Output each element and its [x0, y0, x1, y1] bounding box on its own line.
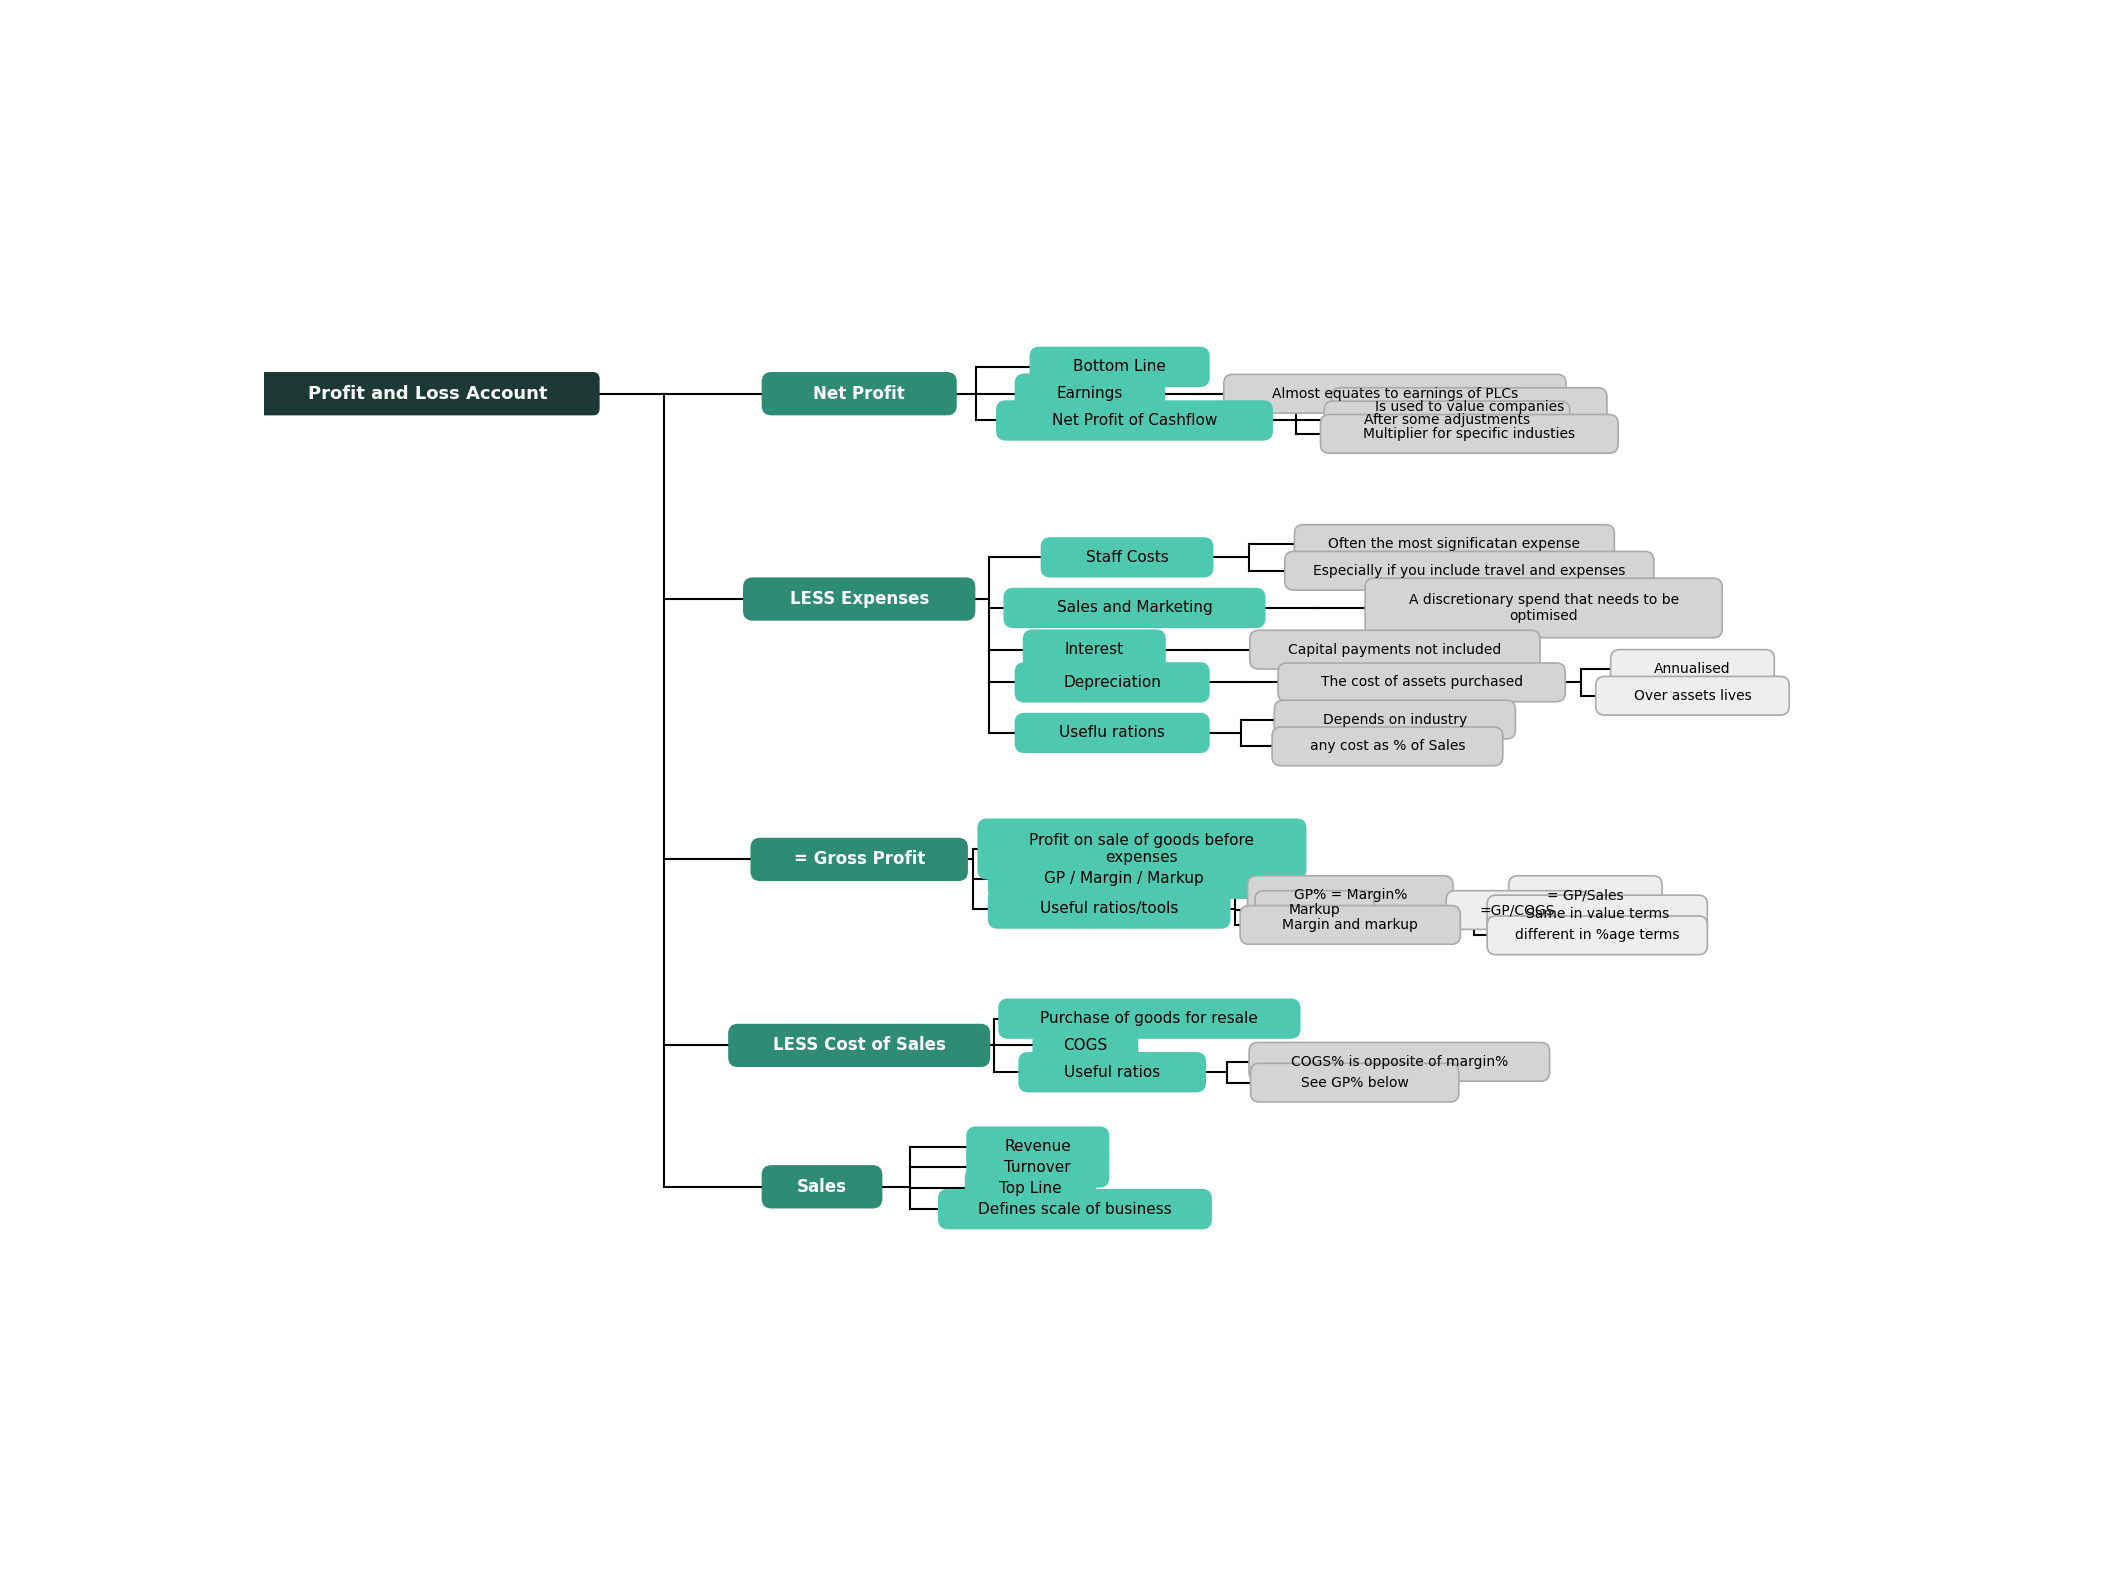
FancyBboxPatch shape — [1024, 630, 1166, 668]
FancyBboxPatch shape — [1271, 727, 1504, 765]
FancyBboxPatch shape — [965, 1169, 1094, 1207]
Text: Turnover: Turnover — [1005, 1159, 1071, 1175]
FancyBboxPatch shape — [1248, 1042, 1550, 1082]
FancyBboxPatch shape — [967, 1128, 1109, 1166]
FancyBboxPatch shape — [1284, 551, 1654, 591]
Text: See GP% below: See GP% below — [1301, 1076, 1409, 1090]
Text: LESS Expenses: LESS Expenses — [790, 589, 929, 608]
FancyBboxPatch shape — [752, 838, 967, 881]
FancyBboxPatch shape — [1278, 664, 1565, 702]
FancyBboxPatch shape — [988, 860, 1259, 898]
Text: Often the most significatan expense: Often the most significatan expense — [1328, 537, 1580, 551]
FancyBboxPatch shape — [1223, 374, 1565, 413]
FancyBboxPatch shape — [997, 401, 1271, 440]
Text: Net Profit: Net Profit — [813, 385, 906, 402]
Text: Same in value terms: Same in value terms — [1525, 908, 1668, 922]
FancyBboxPatch shape — [1031, 347, 1208, 386]
FancyBboxPatch shape — [1324, 401, 1569, 440]
Text: Profit on sale of goods before
expenses: Profit on sale of goods before expenses — [1029, 833, 1255, 865]
Text: Sales: Sales — [796, 1178, 847, 1196]
FancyBboxPatch shape — [1016, 714, 1208, 752]
Text: Top Line: Top Line — [999, 1180, 1062, 1196]
FancyBboxPatch shape — [729, 1025, 988, 1066]
FancyBboxPatch shape — [1447, 890, 1588, 930]
Text: Bottom Line: Bottom Line — [1073, 360, 1166, 374]
Text: Capital payments not included: Capital payments not included — [1288, 643, 1502, 657]
FancyBboxPatch shape — [1597, 676, 1789, 714]
Text: =GP/COGS: =GP/COGS — [1478, 903, 1554, 917]
FancyBboxPatch shape — [1487, 916, 1706, 955]
FancyBboxPatch shape — [1005, 589, 1265, 627]
FancyBboxPatch shape — [988, 889, 1229, 928]
FancyBboxPatch shape — [1016, 664, 1208, 702]
FancyBboxPatch shape — [743, 578, 974, 619]
Text: COGS: COGS — [1062, 1038, 1107, 1053]
FancyBboxPatch shape — [1274, 700, 1516, 738]
Text: Interest: Interest — [1064, 642, 1124, 657]
Text: Depreciation: Depreciation — [1062, 675, 1162, 691]
FancyBboxPatch shape — [1611, 649, 1774, 689]
Text: GP / Margin / Markup: GP / Margin / Markup — [1043, 871, 1204, 887]
Text: GP% = Margin%: GP% = Margin% — [1293, 889, 1407, 903]
FancyBboxPatch shape — [1248, 876, 1453, 914]
Text: LESS Cost of Sales: LESS Cost of Sales — [773, 1036, 946, 1055]
Text: Revenue: Revenue — [1005, 1139, 1071, 1155]
Text: Net Profit of Cashflow: Net Profit of Cashflow — [1052, 413, 1217, 428]
Text: Defines scale of business: Defines scale of business — [978, 1202, 1172, 1217]
Text: Purchase of goods for resale: Purchase of goods for resale — [1041, 1011, 1259, 1026]
Text: A discretionary spend that needs to be
optimised: A discretionary spend that needs to be o… — [1409, 592, 1679, 623]
Text: Useful ratios/tools: Useful ratios/tools — [1039, 901, 1178, 916]
FancyBboxPatch shape — [1020, 1053, 1206, 1091]
FancyBboxPatch shape — [1041, 539, 1212, 577]
Text: = Gross Profit: = Gross Profit — [794, 851, 925, 868]
Text: Almost equates to earnings of PLCs: Almost equates to earnings of PLCs — [1271, 386, 1519, 401]
Text: Especially if you include travel and expenses: Especially if you include travel and exp… — [1314, 564, 1626, 578]
Text: Margin and markup: Margin and markup — [1282, 917, 1417, 931]
Text: Sales and Marketing: Sales and Marketing — [1056, 600, 1212, 616]
FancyBboxPatch shape — [1255, 890, 1375, 930]
Text: = GP/Sales: = GP/Sales — [1546, 889, 1624, 903]
Text: Over assets lives: Over assets lives — [1633, 689, 1751, 703]
Text: Depends on industry: Depends on industry — [1322, 713, 1468, 727]
FancyBboxPatch shape — [1250, 630, 1540, 668]
FancyBboxPatch shape — [762, 1166, 881, 1207]
Text: Annualised: Annualised — [1654, 662, 1732, 676]
Text: any cost as % of Sales: any cost as % of Sales — [1309, 740, 1466, 754]
FancyBboxPatch shape — [967, 1148, 1109, 1186]
FancyBboxPatch shape — [762, 372, 957, 415]
Text: different in %age terms: different in %age terms — [1514, 928, 1679, 942]
Text: Staff Costs: Staff Costs — [1086, 550, 1168, 565]
FancyBboxPatch shape — [1364, 578, 1721, 638]
Text: The cost of assets purchased: The cost of assets purchased — [1320, 675, 1523, 689]
Text: COGS% is opposite of margin%: COGS% is opposite of margin% — [1290, 1055, 1508, 1069]
Text: Useful ratios: Useful ratios — [1064, 1064, 1159, 1080]
Text: After some adjustments: After some adjustments — [1364, 413, 1529, 428]
FancyBboxPatch shape — [1016, 374, 1164, 413]
Text: Markup: Markup — [1288, 903, 1341, 917]
FancyBboxPatch shape — [256, 372, 600, 415]
Text: Useflu rations: Useflu rations — [1060, 725, 1166, 740]
FancyBboxPatch shape — [1295, 524, 1614, 564]
Text: Is used to value companies: Is used to value companies — [1375, 401, 1563, 413]
FancyBboxPatch shape — [1508, 876, 1662, 914]
Text: Multiplier for specific industies: Multiplier for specific industies — [1362, 426, 1576, 440]
Text: Earnings: Earnings — [1056, 386, 1124, 401]
Text: Profit and Loss Account: Profit and Loss Account — [308, 385, 547, 402]
FancyBboxPatch shape — [978, 819, 1305, 879]
FancyBboxPatch shape — [1033, 1026, 1138, 1064]
FancyBboxPatch shape — [1240, 906, 1459, 944]
FancyBboxPatch shape — [940, 1190, 1210, 1229]
FancyBboxPatch shape — [1333, 388, 1607, 426]
FancyBboxPatch shape — [1487, 895, 1706, 935]
FancyBboxPatch shape — [1320, 415, 1618, 453]
FancyBboxPatch shape — [999, 1000, 1299, 1038]
FancyBboxPatch shape — [1250, 1063, 1459, 1102]
